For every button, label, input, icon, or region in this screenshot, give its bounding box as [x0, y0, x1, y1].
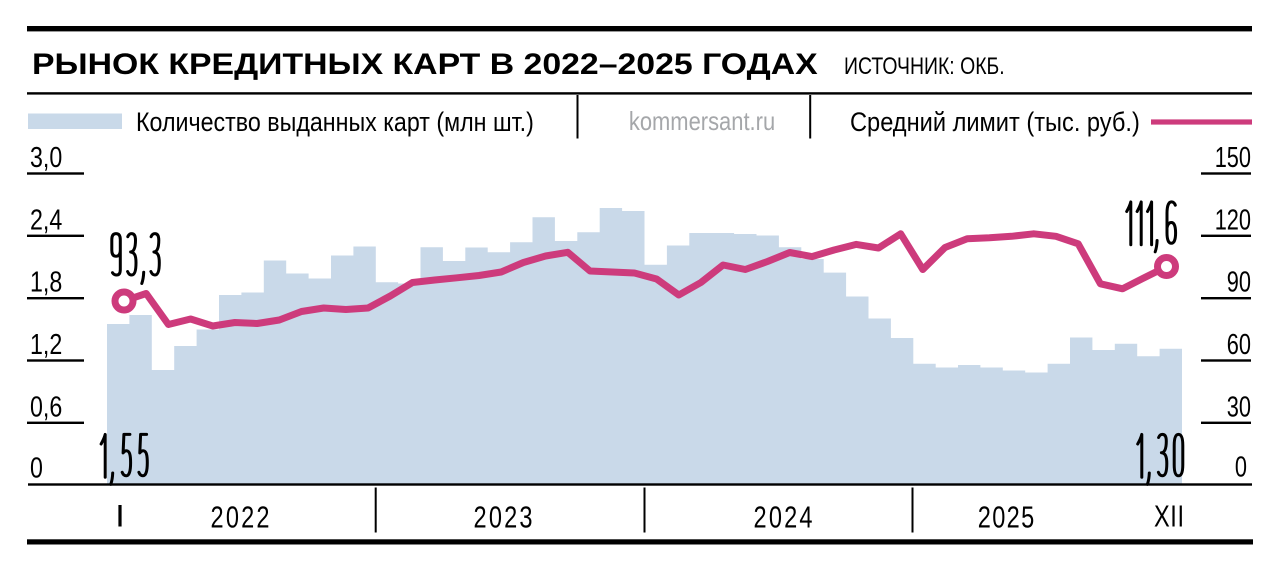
- svg-text:120: 120: [1215, 204, 1251, 236]
- svg-text:РЫНОК КРЕДИТНЫХ КАРТ В 2022–20: РЫНОК КРЕДИТНЫХ КАРТ В 2022–2025 ГОДАХ: [32, 47, 818, 81]
- svg-text:Средний лимит (тыс. руб.): Средний лимит (тыс. руб.): [850, 108, 1140, 138]
- svg-text:60: 60: [1227, 329, 1251, 361]
- svg-text:0: 0: [1235, 452, 1247, 484]
- svg-text:kommersant.ru: kommersant.ru: [629, 107, 775, 136]
- svg-text:2,4: 2,4: [30, 203, 62, 236]
- svg-text:30: 30: [1227, 391, 1251, 423]
- svg-text:90: 90: [1227, 267, 1251, 299]
- svg-text:3,0: 3,0: [30, 140, 62, 173]
- svg-text:150: 150: [1215, 142, 1251, 174]
- svg-text:0: 0: [30, 451, 43, 484]
- svg-text:XII: XII: [1154, 498, 1184, 533]
- svg-text:1,2: 1,2: [30, 327, 62, 360]
- svg-text:Количество выданных карт (млн: Количество выданных карт (млн шт.): [136, 107, 534, 137]
- svg-text:ИСТОЧНИК: ОКБ.: ИСТОЧНИК: ОКБ.: [844, 52, 1005, 79]
- svg-text:2025: 2025: [978, 499, 1034, 534]
- svg-text:1,8: 1,8: [30, 265, 62, 298]
- svg-text:0,6: 0,6: [30, 390, 62, 423]
